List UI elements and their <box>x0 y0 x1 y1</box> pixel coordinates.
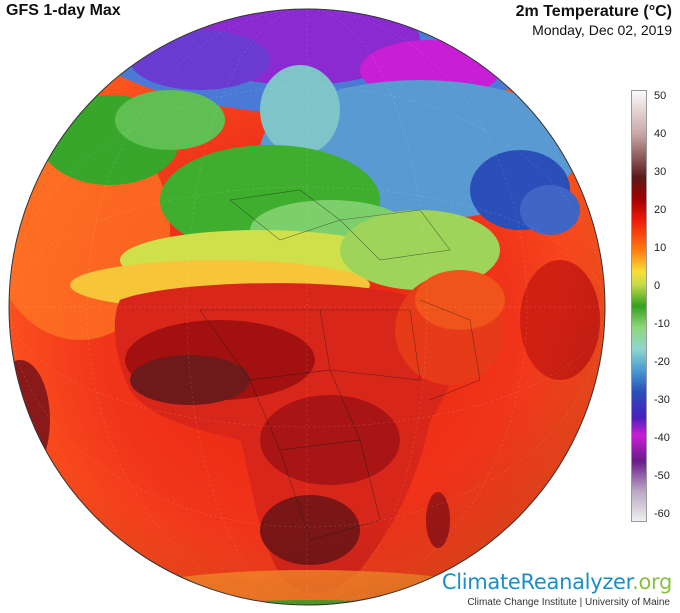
legend-tick: 40 <box>654 128 667 140</box>
date-label: Monday, Dec 02, 2019 <box>532 22 672 38</box>
legend-tick: -10 <box>654 318 670 330</box>
brand-main-text: ClimateReanalyzer <box>441 570 633 594</box>
affiliation-text: Climate Change Institute | University of… <box>467 597 670 608</box>
legend-tick: 20 <box>654 204 667 216</box>
temperature-color-scale <box>631 90 647 522</box>
legend-tick: 10 <box>654 242 667 254</box>
legend-tick: -20 <box>654 356 670 368</box>
map-header-info: 2m Temperature (°C) Monday, Dec 02, 2019 <box>516 2 672 39</box>
variable-title: 2m Temperature (°C) <box>515 3 672 20</box>
legend-tick: 0 <box>654 280 661 292</box>
brand-suffix-text: .org <box>632 570 672 594</box>
globe-temperature-map <box>8 8 606 606</box>
legend-tick: 50 <box>654 90 667 102</box>
globe-outline <box>8 8 606 606</box>
legend-tick: -30 <box>654 394 670 406</box>
legend-tick: -60 <box>654 508 670 520</box>
legend-tick: 30 <box>654 166 667 178</box>
legend-tick: -50 <box>654 470 670 482</box>
map-product-title: GFS 1-day Max <box>6 2 121 19</box>
legend-tick: -40 <box>654 432 670 444</box>
legend-tick-labels: 50 40 30 20 10 0 -10 -20 -30 -40 -50 -60 <box>650 90 680 520</box>
brand-logo[interactable]: ClimateReanalyzer.org <box>442 570 672 594</box>
